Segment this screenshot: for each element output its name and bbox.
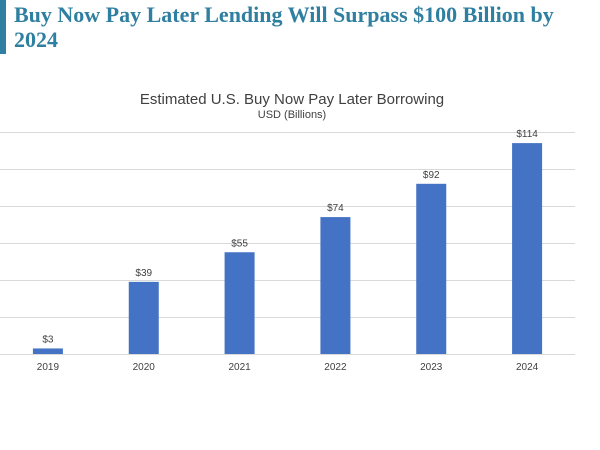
- data-label-2024: $114: [516, 129, 538, 140]
- x-tick-label-2023: 2023: [420, 362, 443, 373]
- data-label-2023: $92: [423, 170, 440, 181]
- x-tick-label-2020: 2020: [133, 362, 156, 373]
- bar-2023: [416, 183, 447, 354]
- data-label-2020: $39: [135, 268, 152, 279]
- chart-title: Estimated U.S. Buy Now Pay Later Borrowi…: [139, 91, 445, 108]
- x-tick-label-2019: 2019: [37, 362, 60, 373]
- title-accent-bar: [0, 0, 6, 54]
- chart-subtitle: USD (Billions): [257, 109, 327, 121]
- slide-title: Buy Now Pay Later Lending Will Surpass $…: [14, 2, 554, 52]
- x-tick-label-2024: 2024: [516, 362, 539, 373]
- x-tick-label-2021: 2021: [228, 362, 251, 373]
- bar-2022: [320, 217, 351, 354]
- bar-2024: [512, 143, 543, 354]
- data-label-2019: $3: [42, 334, 54, 345]
- data-label-2022: $74: [327, 203, 344, 214]
- bar-2021: [224, 252, 255, 354]
- x-tick-label-2022: 2022: [324, 362, 347, 373]
- bar-2020: [128, 281, 159, 354]
- data-label-2021: $55: [231, 238, 248, 249]
- bar-2019: [32, 348, 63, 354]
